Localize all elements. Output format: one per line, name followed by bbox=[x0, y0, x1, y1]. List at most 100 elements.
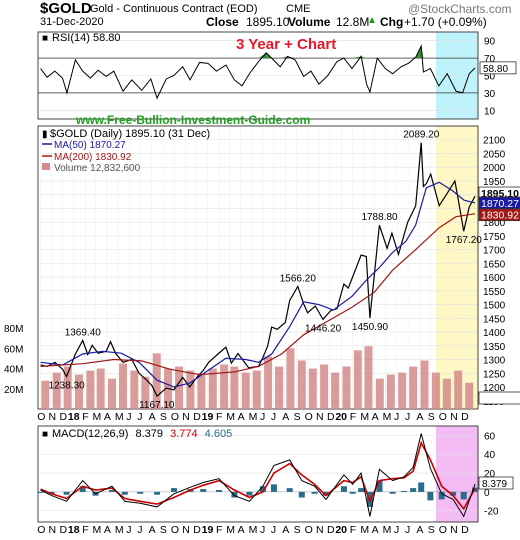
volume-bar bbox=[175, 366, 184, 409]
x-tick-label: O bbox=[37, 411, 45, 423]
volume-bar bbox=[96, 368, 105, 409]
volume-bar bbox=[331, 372, 340, 409]
price-annotation: 1238.30 bbox=[49, 380, 86, 391]
x-tick-label-bottom: S bbox=[160, 524, 167, 536]
x-tick-label-bottom: D bbox=[327, 524, 335, 536]
histogram-legend-value: 4.605 bbox=[205, 428, 233, 440]
price-annotation: 1566.20 bbox=[280, 273, 317, 284]
x-tick-label-bottom: 19 bbox=[202, 524, 214, 536]
macd-histogram-bar bbox=[231, 491, 238, 498]
volume-bar bbox=[364, 346, 373, 409]
price-annotation: 1167.10 bbox=[139, 400, 175, 411]
volume-bar bbox=[130, 370, 139, 409]
x-tick-label-bottom: F bbox=[216, 524, 222, 536]
macd-histogram-bar bbox=[460, 491, 467, 500]
volume-bar bbox=[75, 374, 84, 409]
x-tick-label: J bbox=[260, 411, 265, 423]
volume-bar bbox=[342, 366, 351, 409]
macd-histogram-bar bbox=[259, 486, 266, 492]
x-tick-label-bottom: A bbox=[238, 524, 245, 536]
macd-highlight-band bbox=[436, 426, 478, 522]
price-tick-label: 1950 bbox=[483, 177, 506, 188]
volume-label: Volume bbox=[288, 15, 331, 29]
rsi-overbought-fill bbox=[351, 56, 362, 59]
x-tick-label: S bbox=[428, 411, 435, 423]
x-tick-label: M bbox=[383, 411, 392, 423]
macd-histogram-bar bbox=[270, 484, 277, 492]
macd-histogram-bar bbox=[358, 488, 365, 492]
ma50-legend: MA(50) 1870.27 bbox=[54, 140, 126, 151]
volume-value: 12.8M bbox=[336, 15, 370, 29]
price-tick-label: 1750 bbox=[483, 232, 506, 243]
macd-histogram-bar bbox=[121, 491, 128, 495]
x-tick-label: 19 bbox=[202, 411, 214, 423]
price-annotation: 2089.20 bbox=[403, 130, 440, 141]
price-highlight-band bbox=[436, 126, 478, 409]
macd-panel bbox=[37, 425, 479, 523]
volume-tick-label: 20M bbox=[4, 385, 23, 396]
x-tick-label: 20 bbox=[335, 411, 347, 423]
volume-bar bbox=[375, 378, 384, 409]
watermark: @StockCharts.com bbox=[408, 2, 512, 16]
x-tick-label-bottom: D bbox=[60, 524, 68, 536]
x-tick-label-bottom: F bbox=[82, 524, 88, 536]
macd-histogram-bar bbox=[349, 491, 356, 494]
volume-bar bbox=[286, 348, 295, 409]
price-tick-label: 1550 bbox=[483, 287, 506, 298]
volume-bar bbox=[86, 370, 95, 409]
volume-bar bbox=[230, 366, 239, 409]
chart-header: $GOLD Gold - Continuous Contract (EOD) C… bbox=[0, 0, 520, 29]
x-tick-label-bottom: N bbox=[182, 524, 190, 536]
x-tick-label: J bbox=[126, 411, 131, 423]
volume-bar bbox=[186, 370, 195, 409]
macd-histogram-bar bbox=[109, 490, 116, 492]
macd-histogram-bar bbox=[286, 488, 293, 492]
price-tick-label: 1350 bbox=[483, 342, 506, 353]
close-value: 1895.10 bbox=[246, 15, 290, 29]
x-tick-label: M bbox=[360, 411, 369, 423]
x-tick-label-bottom: J bbox=[260, 524, 265, 536]
x-tick-label-bottom: F bbox=[350, 524, 356, 536]
x-tick-label: A bbox=[238, 411, 245, 423]
volume-bar bbox=[41, 380, 50, 409]
price-line bbox=[40, 142, 476, 398]
price-tick-label: 2000 bbox=[483, 163, 506, 174]
x-tick-label: F bbox=[216, 411, 222, 423]
x-tick-label-bottom: J bbox=[126, 524, 131, 536]
price-annotation: 1767.20 bbox=[446, 235, 483, 246]
volume-bar bbox=[398, 372, 407, 409]
x-tick-label-bottom: 20 bbox=[335, 524, 347, 536]
x-tick-label-bottom: J bbox=[405, 524, 410, 536]
macd-histogram-bar bbox=[48, 491, 55, 494]
volume-bar bbox=[141, 376, 150, 409]
price-tick-label: 1250 bbox=[483, 369, 506, 380]
macd-histogram-bar bbox=[311, 491, 318, 494]
volume-bar bbox=[386, 374, 395, 409]
macd-histogram-bar bbox=[298, 491, 305, 498]
rsi-legend-icon: ■ bbox=[42, 33, 48, 44]
x-tick-label: S bbox=[294, 411, 301, 423]
macd-histogram-bar bbox=[63, 491, 70, 495]
x-tick-label: A bbox=[416, 411, 423, 423]
ma200-value-box bbox=[478, 208, 520, 222]
volume-bar bbox=[465, 382, 474, 409]
rsi-tick-label: 90 bbox=[484, 37, 496, 48]
macd-histogram-bar bbox=[200, 489, 207, 492]
chg-label: Chg bbox=[380, 15, 404, 29]
price-annotation: 1450.90 bbox=[352, 322, 389, 333]
macd-histogram-bar bbox=[389, 491, 396, 494]
rsi-panel bbox=[37, 31, 479, 120]
x-tick-label-bottom: N bbox=[450, 524, 458, 536]
rsi-tick-label: 70 bbox=[484, 54, 496, 65]
volume-bar bbox=[454, 370, 463, 409]
volume-legend-swatch bbox=[42, 163, 50, 170]
price-tick-label: 2050 bbox=[483, 149, 506, 160]
volume-legend: Volume 12,832,600 bbox=[54, 163, 141, 174]
price-tick-label: 1450 bbox=[483, 314, 506, 325]
x-tick-label: M bbox=[226, 411, 235, 423]
macd-histogram-bar bbox=[322, 491, 329, 496]
x-tick-label-bottom: S bbox=[294, 524, 301, 536]
price-tick-label: 1400 bbox=[483, 328, 506, 339]
x-tick-label: O bbox=[171, 411, 179, 423]
volume-bar bbox=[297, 360, 306, 409]
